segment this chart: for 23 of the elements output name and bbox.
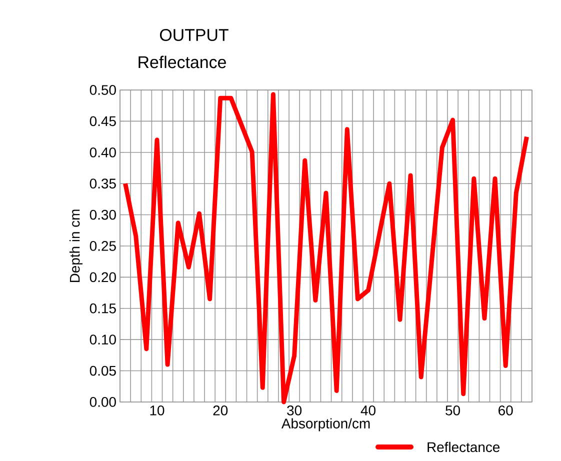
y-tick-label: 0.05 xyxy=(90,366,116,376)
x-tick-label: 30 xyxy=(287,405,302,416)
x-tick-label: 40 xyxy=(360,405,376,416)
y-tick-label: 0.35 xyxy=(90,178,116,189)
x-tick-label: 60 xyxy=(498,405,513,416)
x-axis-title: Absorption/cm xyxy=(281,418,370,432)
y-tick-label: 0.50 xyxy=(90,85,116,95)
chart-title: OUTPUT xyxy=(160,28,228,41)
legend-label: Reflectance xyxy=(428,442,500,452)
x-tick-label: 10 xyxy=(150,405,164,416)
y-tick-label: 0.10 xyxy=(90,334,116,345)
y-tick-label: 0.20 xyxy=(90,272,116,282)
y-tick-label: 0.15 xyxy=(90,303,116,314)
y-tick-label: 0.00 xyxy=(90,397,116,407)
y-tick-label: 0.40 xyxy=(90,147,116,158)
y-tick-label: 0.30 xyxy=(90,210,116,220)
chart-subtitle: Reflectance xyxy=(138,56,226,68)
line-series xyxy=(123,92,529,404)
x-tick-label: 20 xyxy=(213,405,228,416)
x-tick-label: 50 xyxy=(446,405,460,416)
y-tick-label: 0.45 xyxy=(90,116,116,126)
y-tick-label: 0.25 xyxy=(90,241,116,251)
y-axis-title: Depth in cm xyxy=(70,210,82,282)
